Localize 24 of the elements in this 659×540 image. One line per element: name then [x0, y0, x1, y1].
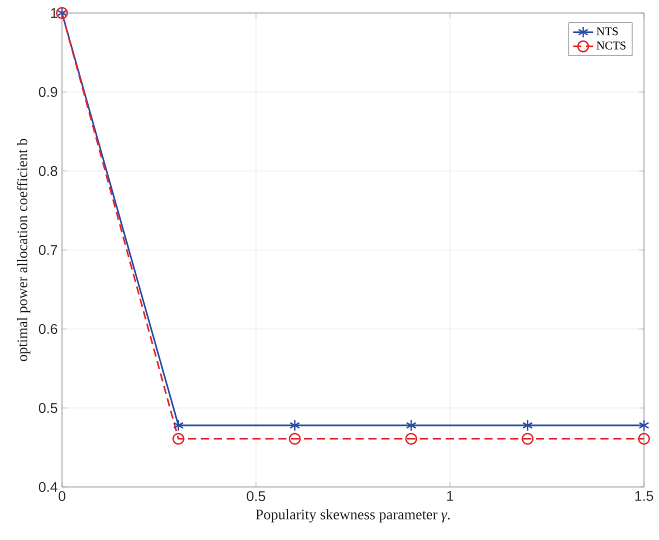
x-axis-title: Popularity skewness parameter γ.	[256, 509, 450, 522]
y-tick-label: 0.5	[38, 403, 58, 413]
y-tick-label: 0.9	[38, 87, 58, 97]
point	[288, 432, 301, 445]
x-tick-label: 1	[447, 491, 454, 501]
point	[406, 419, 416, 432]
legend-label: NCTS	[596, 42, 626, 50]
x-tick-label: 1.5	[635, 491, 654, 501]
y-tick-label: 0.4	[38, 482, 58, 492]
point	[290, 419, 300, 432]
point	[522, 419, 533, 432]
point	[638, 419, 650, 432]
point	[638, 432, 650, 445]
y-axis-title: optimal power allocation coefficient b	[16, 138, 30, 362]
legend-label: NTS	[596, 27, 618, 36]
point	[172, 432, 184, 445]
point	[522, 432, 534, 445]
y-tick-label: 0.7	[38, 245, 58, 255]
point	[405, 432, 418, 445]
y-tick-label: 0.6	[38, 324, 58, 334]
point	[173, 419, 184, 432]
y-tick-label: 0.8	[38, 166, 58, 176]
x-tick-label: 0.5	[246, 491, 266, 502]
x-tick-label: 0	[58, 491, 66, 502]
